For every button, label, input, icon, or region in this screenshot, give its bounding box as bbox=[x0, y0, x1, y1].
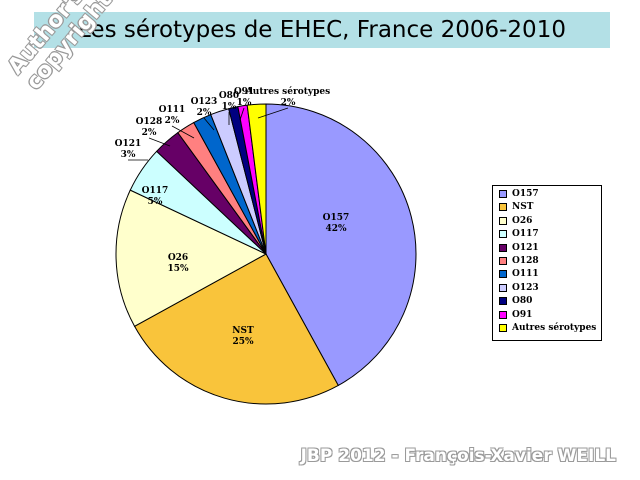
legend-swatch bbox=[499, 257, 507, 265]
slice-label-value: 1% bbox=[222, 102, 237, 112]
slice-label-value: 1% bbox=[237, 98, 252, 108]
legend-label: O128 bbox=[512, 256, 539, 266]
legend-label: Autres sérotypes bbox=[512, 323, 597, 333]
slice-label-name: O121 bbox=[115, 139, 142, 149]
slice-label-value: 42% bbox=[325, 224, 347, 234]
legend-label: O80 bbox=[512, 296, 533, 307]
slice-label-name: NST bbox=[232, 326, 254, 336]
legend-swatch bbox=[499, 324, 507, 332]
legend-label: O111 bbox=[512, 269, 539, 280]
legend-swatch bbox=[499, 203, 507, 212]
slice-label-value: 3% bbox=[121, 150, 136, 160]
label-leader-line bbox=[171, 125, 195, 139]
legend-swatch bbox=[499, 230, 507, 239]
slide-title: Les sérotypes de EHEC, France 2006-2010 bbox=[78, 17, 566, 43]
slice-label-value: 25% bbox=[232, 337, 254, 347]
legend-label: O157 bbox=[512, 189, 539, 199]
legend-swatch bbox=[499, 243, 507, 252]
legend-item: O157 bbox=[499, 188, 539, 200]
legend-label: O121 bbox=[512, 242, 539, 253]
slice-label-name: O26 bbox=[168, 253, 188, 263]
slice-label-name: O157 bbox=[323, 213, 350, 223]
slice-label-name: O91 bbox=[234, 87, 254, 97]
slice-label-name: O117 bbox=[142, 186, 169, 196]
legend-label: O26 bbox=[512, 215, 533, 226]
legend-swatch bbox=[499, 283, 507, 292]
legend-item: O117 bbox=[499, 228, 539, 240]
slice-label-name: O111 bbox=[159, 105, 186, 115]
label-leader-line bbox=[148, 137, 171, 147]
legend-label: O123 bbox=[512, 282, 539, 293]
pie-slice-o26 bbox=[115, 189, 268, 327]
slice-label-value: 2% bbox=[165, 116, 180, 126]
pie-slice-nst bbox=[133, 253, 339, 405]
legend-swatch bbox=[499, 190, 507, 198]
legend-item: O91 bbox=[499, 309, 532, 321]
title-banner bbox=[34, 12, 610, 48]
legend-label: O117 bbox=[512, 229, 539, 240]
pie-slice-autres-sérotypes bbox=[246, 103, 267, 255]
slice-label-name: O123 bbox=[191, 97, 218, 107]
legend-swatch bbox=[499, 297, 507, 306]
legend-item: O111 bbox=[499, 268, 539, 280]
slice-label-name: Autres sérotypes bbox=[245, 86, 330, 97]
legend-item: NST bbox=[499, 201, 533, 213]
legend-item: O80 bbox=[499, 295, 532, 307]
legend-label: NST bbox=[512, 202, 534, 213]
slice-label-value: 2% bbox=[281, 98, 296, 108]
legend-label: O91 bbox=[512, 309, 533, 320]
legend-swatch bbox=[499, 270, 507, 279]
slice-label-name: O128 bbox=[136, 117, 163, 127]
legend-item: O26 bbox=[499, 215, 532, 227]
slice-label-value: 5% bbox=[148, 197, 163, 207]
legend-swatch bbox=[499, 216, 507, 225]
slice-label-name: O80 bbox=[219, 91, 239, 101]
legend-item: Autres sérotypes bbox=[499, 322, 596, 334]
label-leader-line bbox=[239, 107, 245, 121]
legend-item: O121 bbox=[499, 242, 539, 254]
legend-item: O128 bbox=[499, 255, 539, 267]
slice-label-value: 15% bbox=[167, 264, 189, 274]
slice-label-value: 2% bbox=[197, 108, 212, 118]
legend-swatch bbox=[499, 310, 507, 319]
label-leader-line bbox=[257, 107, 289, 119]
pie-slice-o157 bbox=[265, 103, 417, 387]
chart-legend: O157 NST O26 O117 O121 O128 O111 O123 O80 O91 Autr… bbox=[492, 185, 602, 341]
footer-credit: JBP 2012 - François-Xavier WEILL bbox=[300, 446, 616, 466]
label-leader-line bbox=[203, 117, 215, 131]
legend-item: O123 bbox=[499, 282, 539, 294]
slice-label-value: 2% bbox=[142, 128, 157, 138]
